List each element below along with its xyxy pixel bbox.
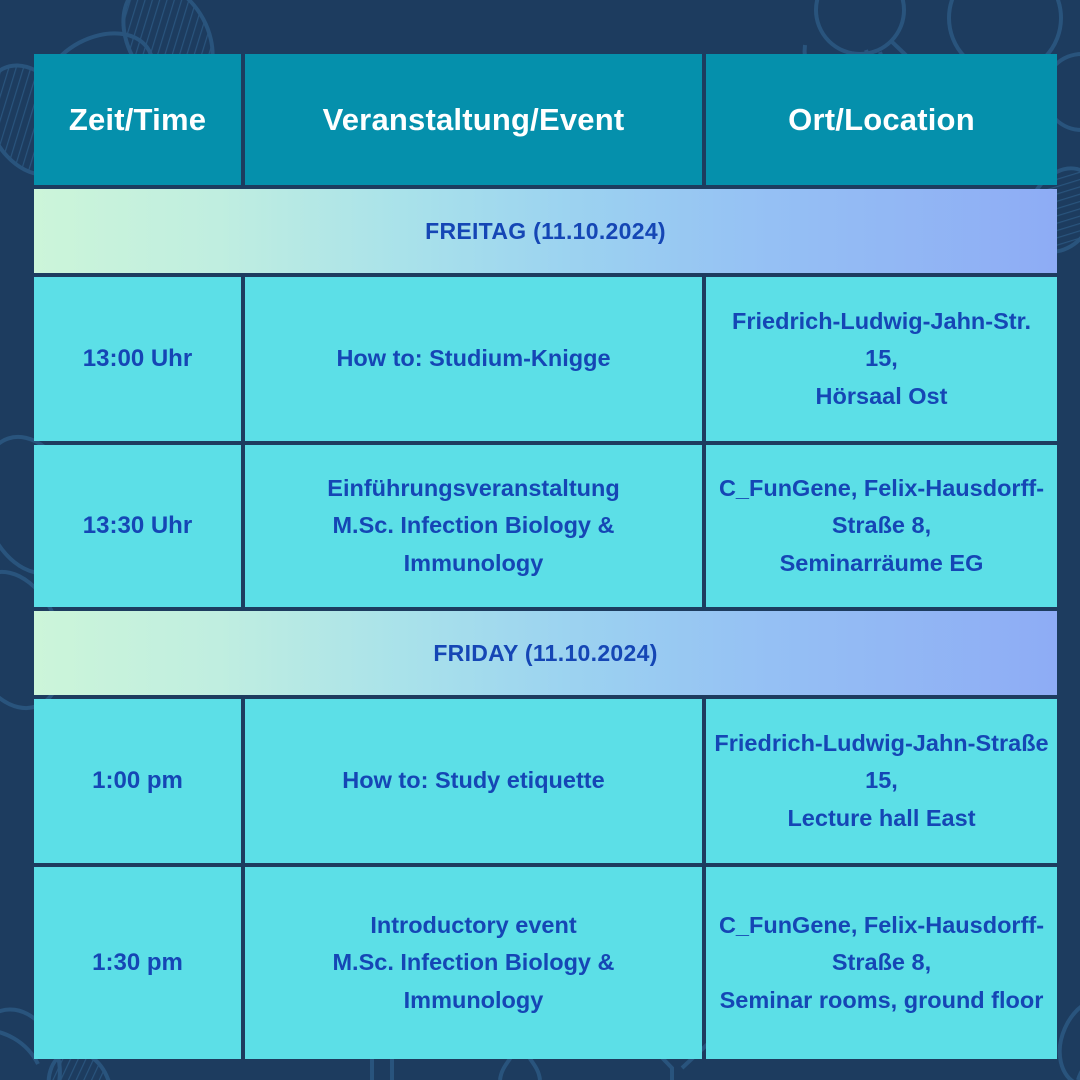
cell-time: 13:00 Uhr xyxy=(34,277,241,441)
cell-event: How to: Study etiquette xyxy=(245,699,702,863)
schedule-table: Zeit/Time Veranstaltung/Event Ort/Locati… xyxy=(30,50,1061,1063)
table-header: Zeit/Time Veranstaltung/Event Ort/Locati… xyxy=(34,54,1057,185)
day-separator-row: FRIDAY (11.10.2024) xyxy=(34,611,1057,695)
table-row: 1:30 pm Introductory event M.Sc. Infectio… xyxy=(34,867,1057,1059)
column-header-location: Ort/Location xyxy=(706,54,1057,185)
cell-time: 1:00 pm xyxy=(34,699,241,863)
table-row: 13:30 Uhr Einführungsveranstaltung M.Sc. … xyxy=(34,445,1057,607)
cell-location: Friedrich-Ludwig-Jahn-Straße 15, Lecture … xyxy=(706,699,1057,863)
cell-event: How to: Studium-Knigge xyxy=(245,277,702,441)
column-header-time: Zeit/Time xyxy=(34,54,241,185)
cell-event: Einführungsveranstaltung M.Sc. Infection … xyxy=(245,445,702,607)
schedule-table-container: Zeit/Time Veranstaltung/Event Ort/Locati… xyxy=(30,50,1057,1059)
header-row: Zeit/Time Veranstaltung/Event Ort/Locati… xyxy=(34,54,1057,185)
day-separator-row: FREITAG (11.10.2024) xyxy=(34,189,1057,273)
cell-event: Introductory event M.Sc. Infection Biolog… xyxy=(245,867,702,1059)
cell-time: 13:30 Uhr xyxy=(34,445,241,607)
cell-location: Friedrich-Ludwig-Jahn-Str. 15, Hörsaal Os… xyxy=(706,277,1057,441)
cell-location: C_FunGene, Felix-Hausdorff-Straße 8, Semi… xyxy=(706,867,1057,1059)
day-label-friday: FRIDAY (11.10.2024) xyxy=(34,611,1057,695)
cell-location: C_FunGene, Felix-Hausdorff-Straße 8, Semi… xyxy=(706,445,1057,607)
table-row: 13:00 Uhr How to: Studium-Knigge Friedri… xyxy=(34,277,1057,441)
table-row: 1:00 pm How to: Study etiquette Friedric… xyxy=(34,699,1057,863)
table-body: FREITAG (11.10.2024) 13:00 Uhr How to: S… xyxy=(34,189,1057,1059)
column-header-event: Veranstaltung/Event xyxy=(245,54,702,185)
cell-time: 1:30 pm xyxy=(34,867,241,1059)
day-label-freitag: FREITAG (11.10.2024) xyxy=(34,189,1057,273)
